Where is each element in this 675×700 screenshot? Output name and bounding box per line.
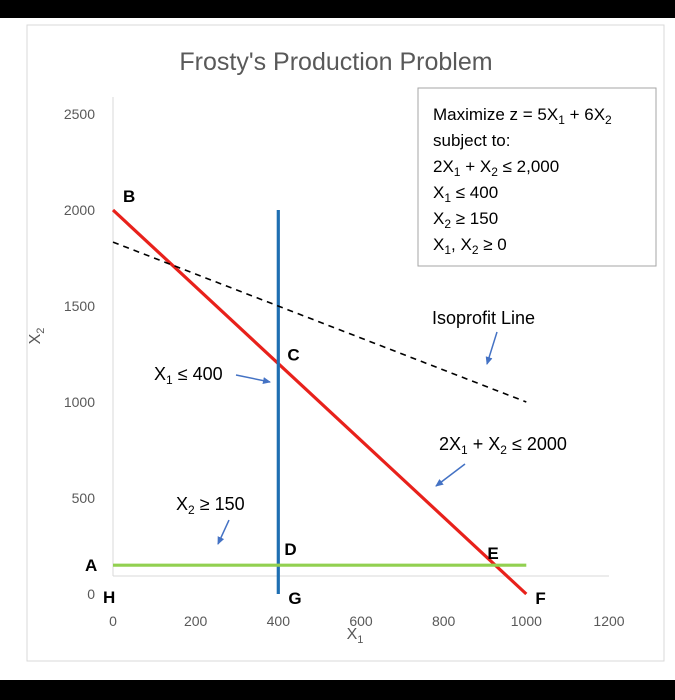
x-tick-labels: 0 200 400 600 800 1000 1200 xyxy=(109,613,625,629)
model-constraint-3: X2 ≥ 150 xyxy=(433,209,498,231)
x1-constraint-label: X1 ≤ 400 xyxy=(154,364,223,387)
x-tick-label-3: 600 xyxy=(349,613,373,629)
series-line-constraint-2x1-x2 xyxy=(111,208,528,596)
point-labels: B C D E AH G F xyxy=(85,187,546,608)
y-tick-label-4: 2000 xyxy=(64,202,95,218)
x-tick-label-5: 1000 xyxy=(511,613,542,629)
point-label-d: D xyxy=(284,540,296,559)
point-label-h: H xyxy=(103,588,115,607)
x1-constraint-arrow xyxy=(235,374,271,385)
x-tick-label-6: 1200 xyxy=(593,613,624,629)
x2-constraint-arrow xyxy=(217,519,230,545)
point-label-b: B xyxy=(123,187,135,206)
model-constraint-4: X1, X2 ≥ 0 xyxy=(433,235,507,257)
y-tick-labels: 0 500 1000 1500 2000 2500 xyxy=(64,106,95,602)
model-subject-to: subject to: xyxy=(433,131,511,150)
y-tick-label-2: 1000 xyxy=(64,394,95,410)
y-tick-label-1: 500 xyxy=(72,490,96,506)
axes xyxy=(112,97,609,577)
chart-border xyxy=(26,24,665,662)
resource-constraint-arrow xyxy=(435,463,466,487)
model-box-frame xyxy=(417,87,657,267)
x2-constraint-label: X2 ≥ 150 xyxy=(176,494,245,517)
x-tick-label-0: 0 xyxy=(109,613,117,629)
model-objective: Maximize z = 5X1 + 6X2 xyxy=(433,105,612,127)
resource-constraint-label: 2X1 + X2 ≤ 2000 xyxy=(439,434,567,457)
point-label-f: F xyxy=(535,589,545,608)
x-axis-title: X1 xyxy=(347,626,364,646)
model-box: Maximize z = 5X1 + 6X2 subject to: 2X1 +… xyxy=(417,87,657,267)
series-line-isoprofit xyxy=(112,241,527,403)
point-label-c: C xyxy=(287,346,299,365)
series-layer xyxy=(111,208,528,596)
model-constraint-2: X1 ≤ 400 xyxy=(433,183,498,205)
isoprofit-arrow xyxy=(485,331,498,365)
y-axis-title: X2 xyxy=(27,328,47,345)
x-tick-label-2: 400 xyxy=(267,613,291,629)
point-label-a: A xyxy=(85,556,97,575)
chart-frame: Frosty's Production Problem 0 200 400 600 80… xyxy=(0,18,675,680)
chart-title: Frosty's Production Problem xyxy=(179,48,492,76)
y-tick-label-0: 0 xyxy=(87,586,95,602)
y-tick-label-3: 1500 xyxy=(64,298,95,314)
isoprofit-label: Isoprofit Line xyxy=(432,308,535,328)
point-label-g: G xyxy=(288,589,301,608)
x-tick-label-1: 200 xyxy=(184,613,208,629)
model-constraint-1: 2X1 + X2 ≤ 2,000 xyxy=(433,157,559,179)
point-label-e: E xyxy=(487,544,498,563)
chart-svg: Frosty's Production Problem 0 200 400 600 80… xyxy=(26,24,665,662)
x-tick-label-4: 800 xyxy=(432,613,456,629)
y-tick-label-5: 2500 xyxy=(64,106,95,122)
